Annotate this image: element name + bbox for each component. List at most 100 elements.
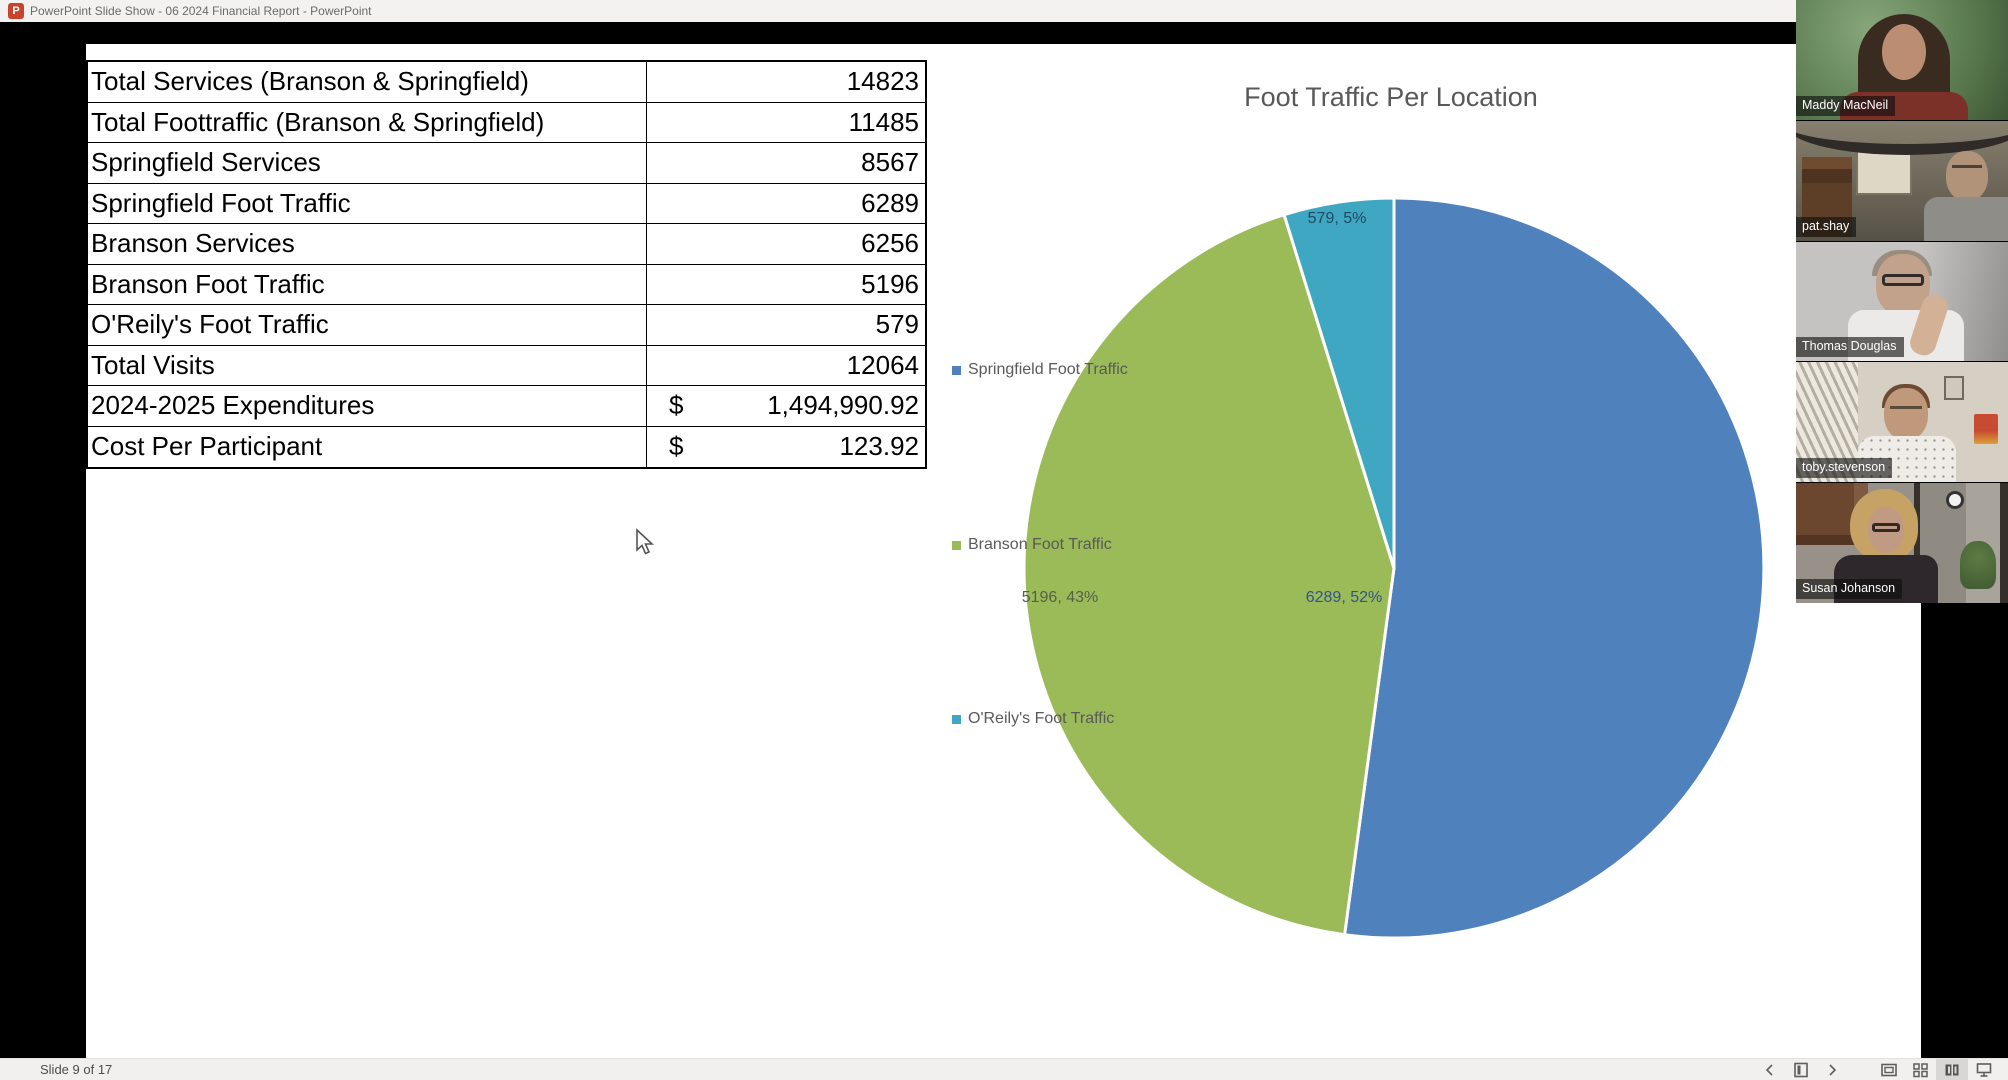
participant-name: toby.stevenson bbox=[1796, 458, 1893, 479]
data-label-branson: 5196, 43% bbox=[1021, 589, 1099, 606]
participant-name: Thomas Douglas bbox=[1796, 337, 1904, 358]
chart-title: Foot Traffic Per Location bbox=[1244, 82, 1538, 112]
avatar bbox=[1872, 523, 1900, 533]
avatar bbox=[1946, 150, 1988, 201]
table-cell-label: Total Visits bbox=[91, 349, 215, 380]
cell-number: 1,494,990.92 bbox=[767, 390, 919, 420]
table-cell-value: 11485 bbox=[646, 102, 925, 142]
slide-canvas: Total Services (Branson & Springfield) 1… bbox=[86, 44, 1921, 1080]
table-row: Springfield Services 8567 bbox=[88, 143, 925, 184]
data-label-oreilys: 579, 5% bbox=[1307, 210, 1367, 227]
table-row: Total Foottraffic (Branson & Springfield… bbox=[88, 102, 925, 143]
table-cell-value: $1,494,990.92 bbox=[646, 386, 925, 426]
legend-marker-icon bbox=[952, 365, 961, 375]
table-cell-value: 6289 bbox=[646, 183, 925, 223]
cell-number: 6256 bbox=[861, 228, 919, 258]
table-cell-label: O'Reily's Foot Traffic bbox=[91, 309, 329, 339]
legend-item-springfield: Springfield Foot Traffic bbox=[952, 361, 1128, 379]
cell-number: 579 bbox=[875, 309, 919, 339]
window-title: PowerPoint Slide Show - 06 2024 Financia… bbox=[30, 4, 372, 18]
cell-number: 14823 bbox=[846, 66, 919, 96]
normal-view-icon[interactable] bbox=[1873, 1059, 1905, 1080]
background-shape bbox=[1796, 121, 2008, 155]
presentation-area: Total Services (Branson & Springfield) 1… bbox=[0, 22, 2008, 1080]
table-row: 2024-2025 Expenditures $1,494,990.92 bbox=[88, 386, 925, 427]
participant-name: pat.shay bbox=[1796, 216, 1857, 237]
slide-sorter-icon[interactable] bbox=[1905, 1059, 1936, 1080]
table-row: Cost Per Participant $123.92 bbox=[88, 426, 925, 467]
table-cell-label: 2024-2025 Expenditures bbox=[91, 390, 375, 420]
status-bar: Slide 9 of 17 bbox=[0, 1058, 2008, 1080]
participant-tile-maddy-macneil[interactable]: Maddy MacNeil bbox=[1796, 0, 2008, 121]
table-cell-label: Branson Services bbox=[91, 228, 295, 258]
cell-number: 6289 bbox=[861, 187, 919, 218]
slide-icon[interactable] bbox=[1785, 1059, 1817, 1080]
cell-number: 8567 bbox=[861, 147, 919, 177]
table-row: O'Reily's Foot Traffic 579 bbox=[88, 305, 925, 346]
participant-tile-thomas-douglas[interactable]: Thomas Douglas bbox=[1796, 241, 2008, 363]
table-cell-label: Springfield Services bbox=[91, 147, 321, 177]
legend-marker-icon bbox=[952, 540, 961, 550]
powerpoint-icon: P bbox=[8, 3, 24, 19]
table-cell-value: 579 bbox=[646, 305, 925, 345]
participant-name: Maddy MacNeil bbox=[1796, 95, 1896, 116]
table-cell-label: Cost Per Participant bbox=[91, 430, 323, 461]
cell-number: 12064 bbox=[846, 349, 919, 380]
table-cell-label: Springfield Foot Traffic bbox=[91, 187, 351, 218]
avatar bbox=[1882, 273, 1924, 286]
legend-label: O'Reily's Foot Traffic bbox=[968, 710, 1115, 727]
table-row: Branson Foot Traffic 5196 bbox=[88, 264, 925, 305]
video-conference-panel: Maddy MacNeil pat.shay Thomas Douglas bbox=[1796, 0, 2008, 603]
pie-slice bbox=[1282, 196, 1396, 569]
legend-item-branson: Branson Foot Traffic bbox=[952, 536, 1112, 554]
legend-item-oreilys: O'Reily's Foot Traffic bbox=[952, 710, 1114, 728]
avatar bbox=[1952, 164, 1982, 173]
table-cell-value: 12064 bbox=[646, 345, 925, 385]
table-row: Total Visits 12064 bbox=[88, 345, 925, 386]
chevron-left-icon[interactable] bbox=[1755, 1059, 1785, 1080]
background-shape bbox=[1974, 414, 1998, 445]
currency-symbol: $ bbox=[669, 430, 684, 461]
avatar bbox=[1882, 24, 1926, 80]
financial-table: Total Services (Branson & Springfield) 1… bbox=[86, 60, 927, 469]
background-shape bbox=[1856, 146, 1912, 195]
table-cell-value: 5196 bbox=[646, 264, 925, 304]
participant-name: Susan Johanson bbox=[1796, 578, 1903, 599]
cell-number: 11485 bbox=[848, 106, 919, 137]
cell-number: 5196 bbox=[861, 268, 919, 299]
table-cell-label: Total Services (Branson & Springfield) bbox=[91, 66, 529, 96]
participant-tile-susan-johanson[interactable]: Susan Johanson bbox=[1796, 483, 2008, 603]
table-cell-value: 14823 bbox=[646, 62, 925, 102]
avatar bbox=[1890, 406, 1922, 413]
mouse-cursor-icon bbox=[636, 528, 655, 555]
avatar bbox=[1884, 388, 1928, 441]
currency-symbol: $ bbox=[669, 390, 684, 420]
background-shape bbox=[1944, 376, 1964, 401]
table-cell-value: 6256 bbox=[646, 224, 925, 264]
participant-tile-pat-shay[interactable]: pat.shay bbox=[1796, 120, 2008, 242]
avatar bbox=[1924, 196, 2008, 241]
legend-label: Springfield Foot Traffic bbox=[968, 361, 1128, 378]
table-row: Branson Services 6256 bbox=[88, 224, 925, 265]
reading-view-icon[interactable] bbox=[1936, 1059, 1968, 1080]
chevron-right-icon[interactable] bbox=[1817, 1059, 1847, 1080]
slideshow-view-icon[interactable] bbox=[1968, 1059, 2000, 1080]
cell-number: 123.92 bbox=[839, 430, 919, 461]
legend-label: Branson Foot Traffic bbox=[968, 536, 1112, 553]
data-label-springfield: 6289, 52% bbox=[1305, 589, 1383, 606]
table-cell-label: Branson Foot Traffic bbox=[91, 268, 325, 299]
pie-slice bbox=[1022, 212, 1396, 937]
table-cell-value: $123.92 bbox=[646, 426, 925, 467]
clock-icon bbox=[1946, 491, 1964, 510]
table-row: Total Services (Branson & Springfield) 1… bbox=[88, 62, 925, 103]
window-title-bar[interactable]: P PowerPoint Slide Show - 06 2024 Financ… bbox=[0, 0, 2008, 22]
table-cell-value: 8567 bbox=[646, 143, 925, 183]
plant-shape bbox=[1960, 541, 1996, 590]
status-bar-icons bbox=[1755, 1059, 2000, 1080]
table-row: Springfield Foot Traffic 6289 bbox=[88, 183, 925, 224]
slide-indicator: Slide 9 of 17 bbox=[40, 1062, 113, 1077]
table-cell-label: Total Foottraffic (Branson & Springfield… bbox=[91, 106, 545, 137]
participant-tile-toby-stevenson[interactable]: toby.stevenson bbox=[1796, 362, 2008, 484]
legend-marker-icon bbox=[952, 714, 961, 724]
